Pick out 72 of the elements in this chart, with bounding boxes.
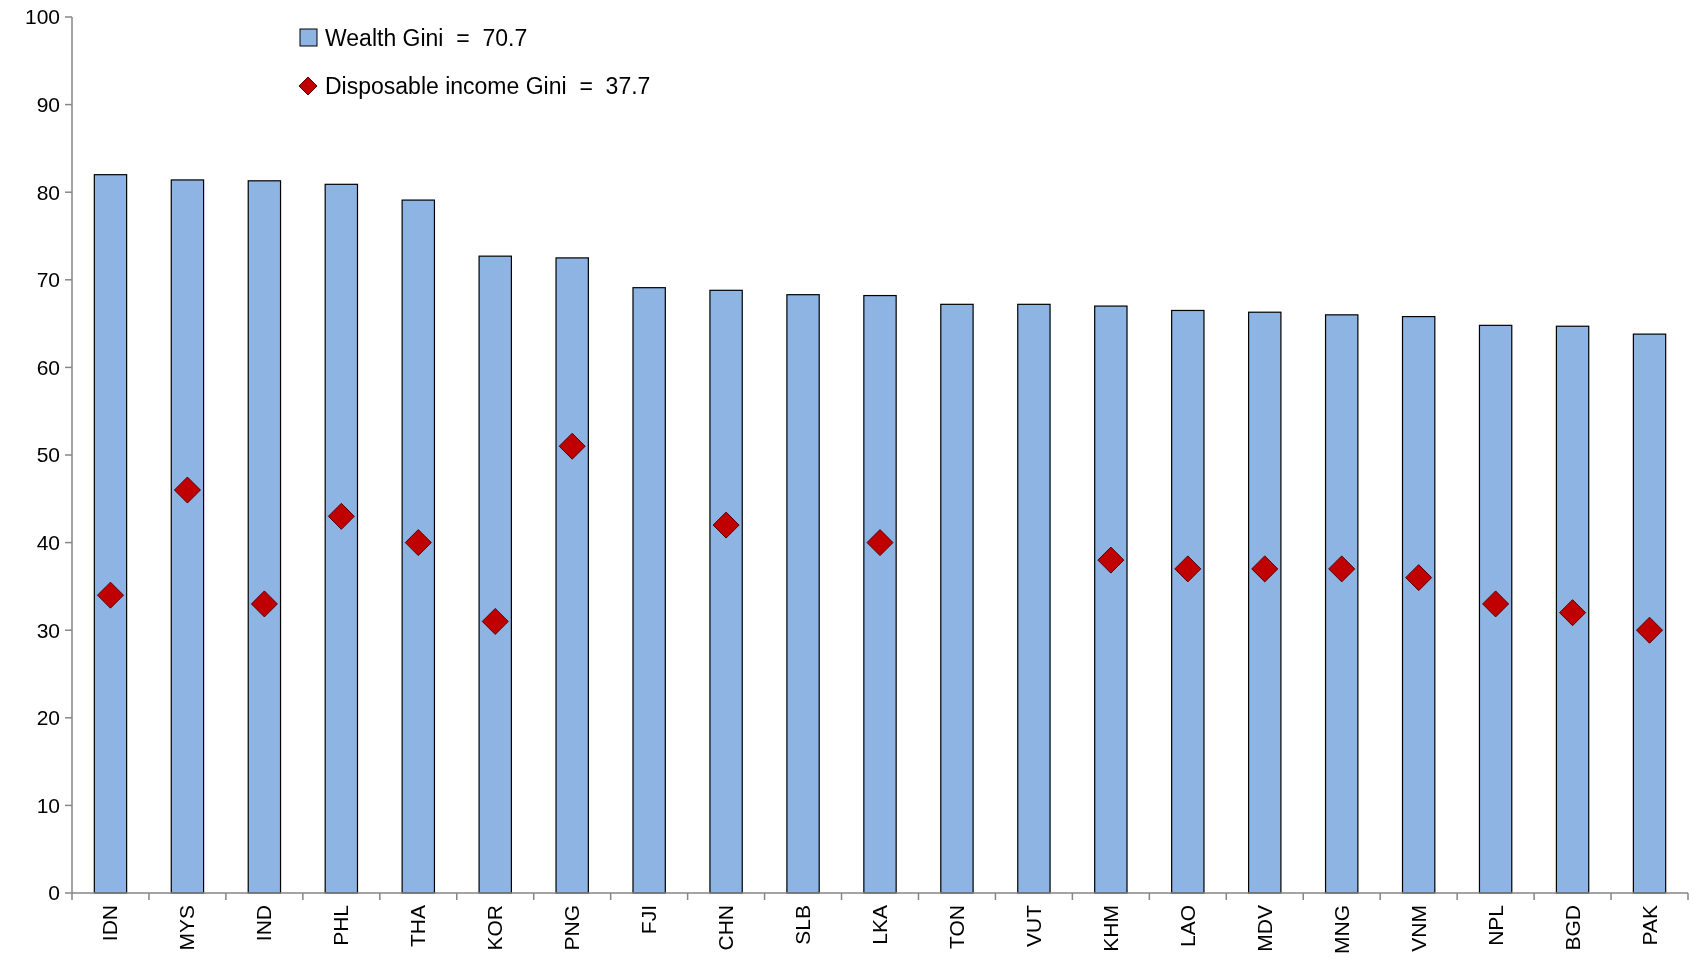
point <box>712 511 740 539</box>
point <box>1559 599 1587 627</box>
bar <box>1555 325 1590 894</box>
y-tick-label: 60 <box>36 355 60 379</box>
y-tick-label: 40 <box>36 530 60 554</box>
y-tick-label: 10 <box>36 793 60 817</box>
bar <box>247 180 282 894</box>
point <box>250 590 278 618</box>
point <box>481 607 509 635</box>
legend-label: Wealth Gini = 70.7 <box>325 25 528 52</box>
y-tick-label: 30 <box>36 618 60 642</box>
point <box>866 529 894 557</box>
x-tick-label: KHM <box>1098 905 1122 952</box>
x-tick-label: NPL <box>1483 905 1507 946</box>
y-tick-label: 50 <box>36 443 60 467</box>
x-tick-label: MDV <box>1252 905 1276 952</box>
x-tick-label: BGD <box>1560 905 1584 951</box>
point <box>1636 616 1664 644</box>
y-tick-label: 80 <box>36 180 60 204</box>
x-tick-label: THA <box>406 905 430 947</box>
x-tick-label: CHN <box>714 905 738 951</box>
point <box>1097 546 1125 574</box>
x-tick-label: MYS <box>175 905 199 951</box>
x-tick-label: VNM <box>1406 905 1430 952</box>
bar <box>324 183 359 894</box>
x-tick-label: SLB <box>791 905 815 945</box>
x-tick-label: TON <box>944 905 968 949</box>
bar <box>1401 315 1436 894</box>
x-tick-label: LAO <box>1175 905 1199 948</box>
point <box>327 502 355 530</box>
x-tick-label: PAK <box>1637 905 1661 946</box>
legend-label: Disposable income Gini = 37.7 <box>325 73 651 100</box>
bar <box>1017 303 1051 894</box>
bar <box>1324 314 1359 894</box>
x-tick-label: LKA <box>868 905 891 945</box>
bar <box>1632 333 1667 894</box>
point <box>173 476 201 504</box>
bar <box>555 257 589 894</box>
bar <box>1094 305 1128 894</box>
bar <box>93 174 128 894</box>
bar <box>709 289 743 894</box>
point <box>1482 590 1510 618</box>
x-tick-label: IDN <box>98 905 122 942</box>
x-tick-label: KOR <box>483 905 507 951</box>
bar <box>863 294 897 894</box>
bar <box>632 287 666 894</box>
point <box>1405 564 1433 592</box>
x-tick-label: IND <box>252 905 276 942</box>
bar <box>478 255 512 894</box>
point <box>1328 555 1356 583</box>
point <box>404 529 432 557</box>
point <box>1251 555 1279 583</box>
bar <box>786 294 820 894</box>
point <box>1174 555 1202 583</box>
y-tick-label: 0 <box>48 881 60 905</box>
point <box>96 581 124 609</box>
x-tick-label: PNG <box>560 905 584 951</box>
x-tick-label: VUT <box>1021 904 1045 947</box>
y-tick-label: 70 <box>36 268 60 292</box>
y-tick-label: 20 <box>36 706 60 730</box>
x-tick-label: MNG <box>1329 905 1353 954</box>
bar <box>940 303 974 894</box>
y-tick-label: 90 <box>36 92 60 116</box>
y-tick-label: 100 <box>24 5 60 29</box>
bar <box>1478 324 1513 894</box>
point <box>558 432 586 460</box>
bar <box>401 199 436 894</box>
x-tick-label: FJI <box>637 905 661 935</box>
x-tick-label: PHL <box>329 905 353 946</box>
bar <box>170 179 205 894</box>
bar <box>1248 311 1282 894</box>
bar <box>1171 309 1205 894</box>
